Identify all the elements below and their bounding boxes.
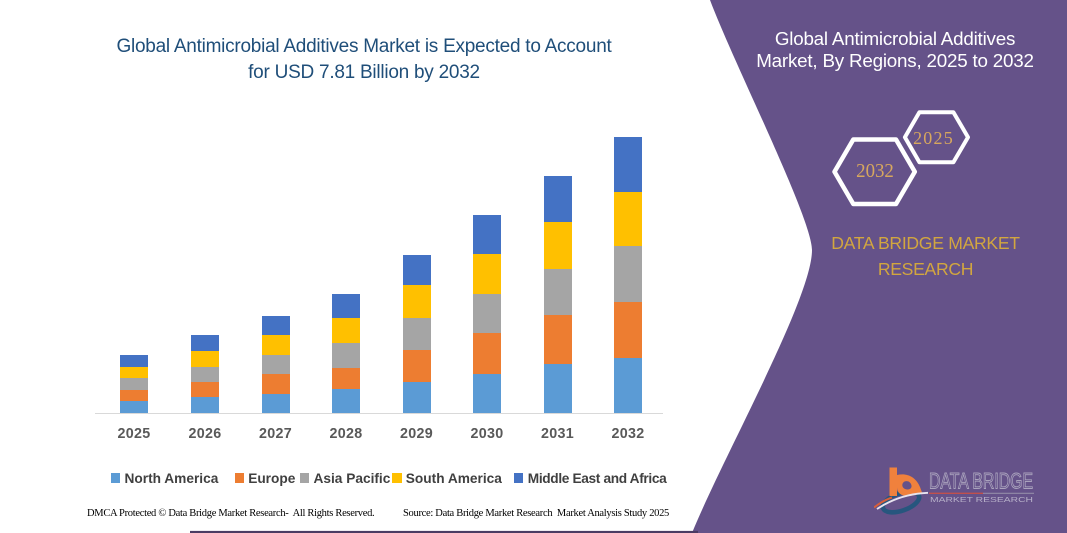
svg-text:DATA BRIDGE: DATA BRIDGE: [929, 468, 1033, 493]
svg-text:MARKET RESEARCH: MARKET RESEARCH: [930, 497, 1033, 504]
